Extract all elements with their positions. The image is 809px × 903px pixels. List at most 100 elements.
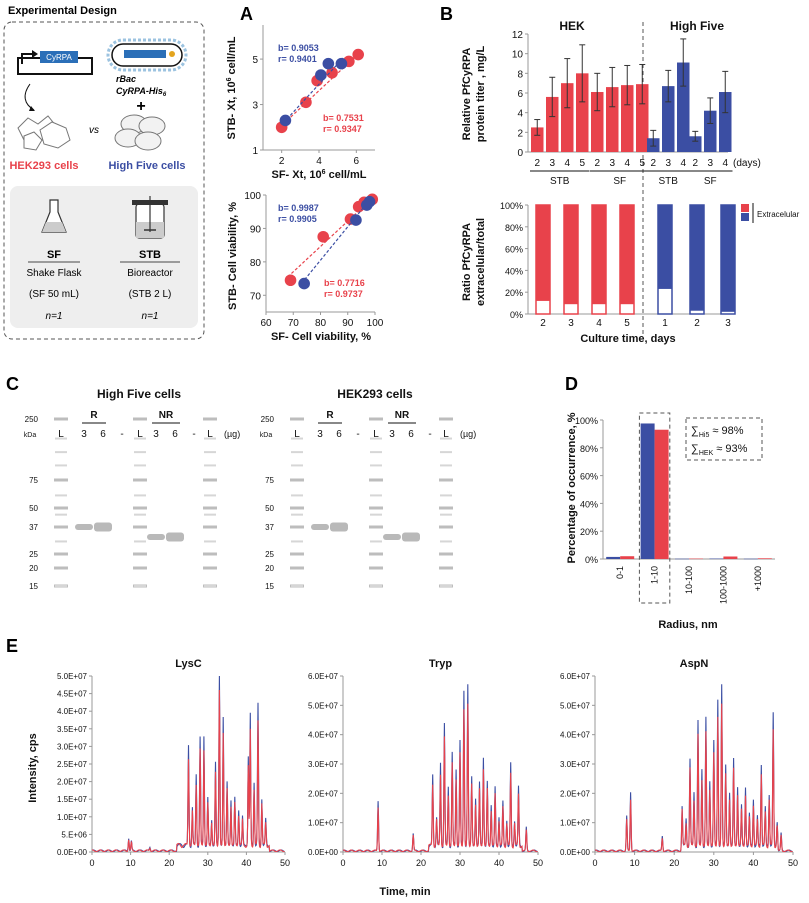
y-tick-label: 5 xyxy=(252,55,258,66)
hi5-label: High Five cells xyxy=(108,160,185,172)
day-label: 5 xyxy=(579,158,585,169)
y-tick-label: 90 xyxy=(250,224,262,235)
x-tick-label: 30 xyxy=(203,858,213,868)
ladder-band-faint xyxy=(370,513,382,516)
y-tick-label: 8 xyxy=(517,69,523,80)
ladder-band-faint xyxy=(291,494,303,497)
trace-hek xyxy=(92,689,285,853)
ladder-band xyxy=(133,417,147,421)
ladder-label: 50 xyxy=(265,504,274,513)
y-tick-label: 5.0E+07 xyxy=(57,672,88,681)
design-frame xyxy=(3,21,205,340)
lane-label: - xyxy=(120,429,123,440)
ladder-label: 25 xyxy=(29,550,38,559)
trend-line-blue xyxy=(300,197,372,284)
data-point-blue xyxy=(363,195,376,208)
design-title: Experimental Design xyxy=(8,5,117,17)
ladder-band-faint xyxy=(134,494,146,497)
data-point-red xyxy=(300,96,312,109)
ug-label: (µg) xyxy=(460,429,476,439)
y-tick-label: 12 xyxy=(512,30,524,41)
bar-extracellular-red xyxy=(592,205,606,305)
y-tick-label: 40% xyxy=(580,499,598,509)
ladder-band xyxy=(133,478,147,482)
ladder-band xyxy=(203,417,217,421)
lane-label: L xyxy=(443,429,449,440)
fit-slope-blue: b= 0.9987 xyxy=(278,203,319,213)
ladder-band xyxy=(203,525,217,529)
y-tick-label: 6.0E+07 xyxy=(560,672,591,681)
ladder-band xyxy=(203,506,217,510)
lane-label: L xyxy=(294,429,300,440)
ladder-band-faint xyxy=(440,494,452,497)
day-label: 2 xyxy=(594,158,600,169)
lane-label: 3 xyxy=(389,429,395,440)
protein-band xyxy=(75,524,93,530)
vs-label: vs xyxy=(89,125,99,136)
y-tick-label: 80% xyxy=(505,223,523,233)
day-label: 3 xyxy=(707,158,713,169)
y-tick-label: 2 xyxy=(517,128,523,139)
x-tick-label: 2 xyxy=(279,156,285,167)
stb-code: STB xyxy=(139,249,161,261)
plasmid-icon xyxy=(17,50,93,75)
ladder-band xyxy=(290,566,304,570)
ladder-band-faint xyxy=(370,585,382,587)
ladder-band-faint xyxy=(134,585,146,587)
fit-r-blue: r= 0.9905 xyxy=(278,214,317,224)
bar-red xyxy=(689,558,703,560)
x-axis-label: Time, min xyxy=(379,886,430,898)
ladder-band-faint xyxy=(291,451,303,454)
ladder-band-faint xyxy=(55,540,67,543)
y-tick-label: 10 xyxy=(512,50,524,61)
ladder-band xyxy=(439,417,453,421)
lane-label: L xyxy=(58,429,64,440)
y-tick-label: 3 xyxy=(252,101,258,112)
x-tick-label: 5 xyxy=(624,318,630,329)
panel-letter-e: E xyxy=(6,636,18,656)
ladder-band xyxy=(54,506,68,510)
bar-blue xyxy=(640,423,655,559)
sf-code: SF xyxy=(47,249,61,261)
ladder-band xyxy=(439,506,453,510)
fit-r-blue: r= 0.9401 xyxy=(278,54,317,64)
ladder-band-faint xyxy=(55,513,67,516)
y-tick-label: 20% xyxy=(505,288,523,298)
annotation-hi5-val: ≈ 98% xyxy=(709,425,743,437)
y-axis-label: STB- Cell viability, % xyxy=(227,202,239,310)
culture-panel xyxy=(10,186,198,328)
arrow-head-icon xyxy=(29,106,35,111)
y-axis-label: Percentage of occurrence, % xyxy=(566,412,578,563)
fit-r-red: r= 0.9737 xyxy=(324,289,363,299)
hi5-cells-icon xyxy=(114,114,166,151)
ladder-band-faint xyxy=(55,494,67,497)
data-point-red xyxy=(317,230,330,243)
plasmid-label: CyRPA xyxy=(46,53,72,62)
protein-band xyxy=(147,533,165,540)
ladder-band-faint xyxy=(440,464,452,467)
fit-slope-red: b= 0.7716 xyxy=(324,278,365,288)
ladder-band-faint xyxy=(204,464,216,467)
y-tick-label: 4.0E+07 xyxy=(308,731,339,740)
protein-band xyxy=(166,532,184,542)
panel-letter-c: C xyxy=(6,374,19,394)
x-tick-label: 80 xyxy=(315,318,327,329)
day-label: 2 xyxy=(534,158,540,169)
x-tick-label: 100-1000 xyxy=(718,566,728,604)
bar-extracellular-blue xyxy=(658,205,672,289)
ladder-label: 250 xyxy=(25,415,39,424)
ladder-label: 25 xyxy=(265,550,274,559)
y-tick-label: 0.0E+00 xyxy=(57,848,88,857)
bar-blue xyxy=(743,558,758,560)
chromatogram-title: AspN xyxy=(680,658,709,670)
ladder-band-faint xyxy=(134,540,146,543)
ladder-band-faint xyxy=(55,451,67,454)
ladder-band xyxy=(369,506,383,510)
y-tick-label: 5.0E+07 xyxy=(560,701,591,710)
bar-red xyxy=(620,556,635,559)
bar-red xyxy=(636,84,649,152)
y-axis-label-end: cell/mL xyxy=(226,36,238,77)
ladder-band xyxy=(439,478,453,482)
y-tick-label: 0.0E+00 xyxy=(308,848,339,857)
